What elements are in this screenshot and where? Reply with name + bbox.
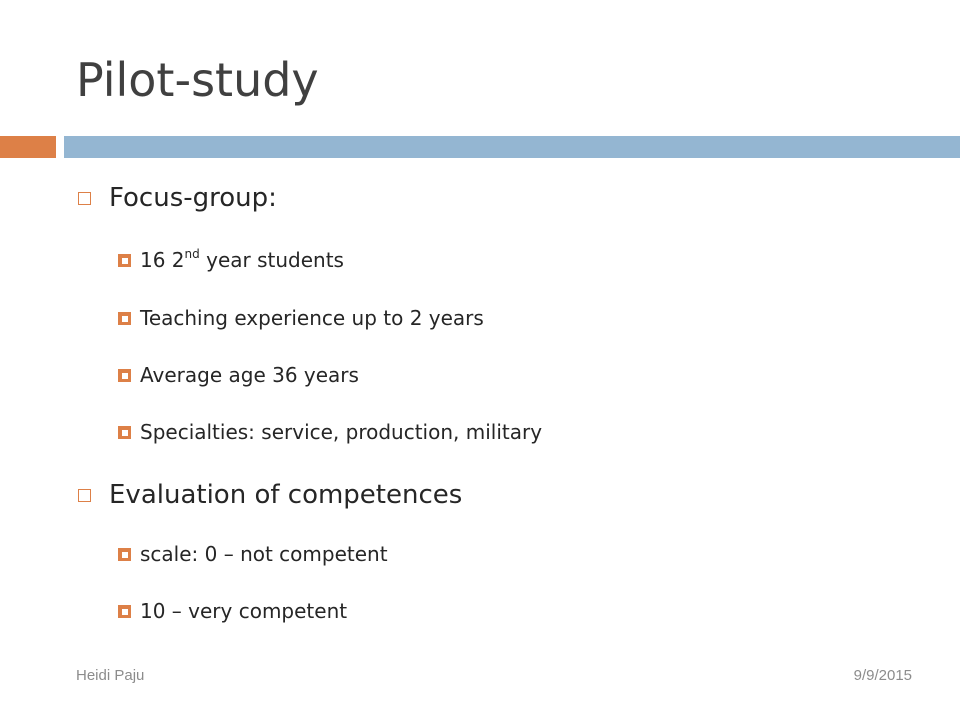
bullet-text: Focus-group: <box>109 183 277 213</box>
filled-square-icon <box>118 312 131 325</box>
filled-square-icon <box>118 369 131 382</box>
sub-bullet-text: scale: 0 – not competent <box>140 542 388 566</box>
footer-author: Heidi Paju <box>76 667 145 684</box>
filled-square-icon <box>118 548 131 561</box>
filled-square-icon <box>118 426 131 439</box>
sub-bullet-text: Specialties: service, production, milita… <box>140 420 543 444</box>
bullet-text: Evaluation of competences <box>109 480 463 510</box>
sub-bullet-text: 16 2nd year students <box>140 247 344 272</box>
accent-bar-right <box>64 136 960 158</box>
footer-date: 9/9/2015 <box>853 667 912 684</box>
filled-square-icon <box>118 254 131 267</box>
hollow-square-icon <box>78 489 91 502</box>
sub-bullet-text: Average age 36 years <box>140 363 359 387</box>
slide-title: Pilot-study <box>76 53 319 107</box>
hollow-square-icon <box>78 192 91 205</box>
sub-bullet-text: Teaching experience up to 2 years <box>140 306 484 330</box>
accent-bar-left <box>0 136 56 158</box>
sub-bullet-text: 10 – very competent <box>140 599 348 623</box>
filled-square-icon <box>118 605 131 618</box>
